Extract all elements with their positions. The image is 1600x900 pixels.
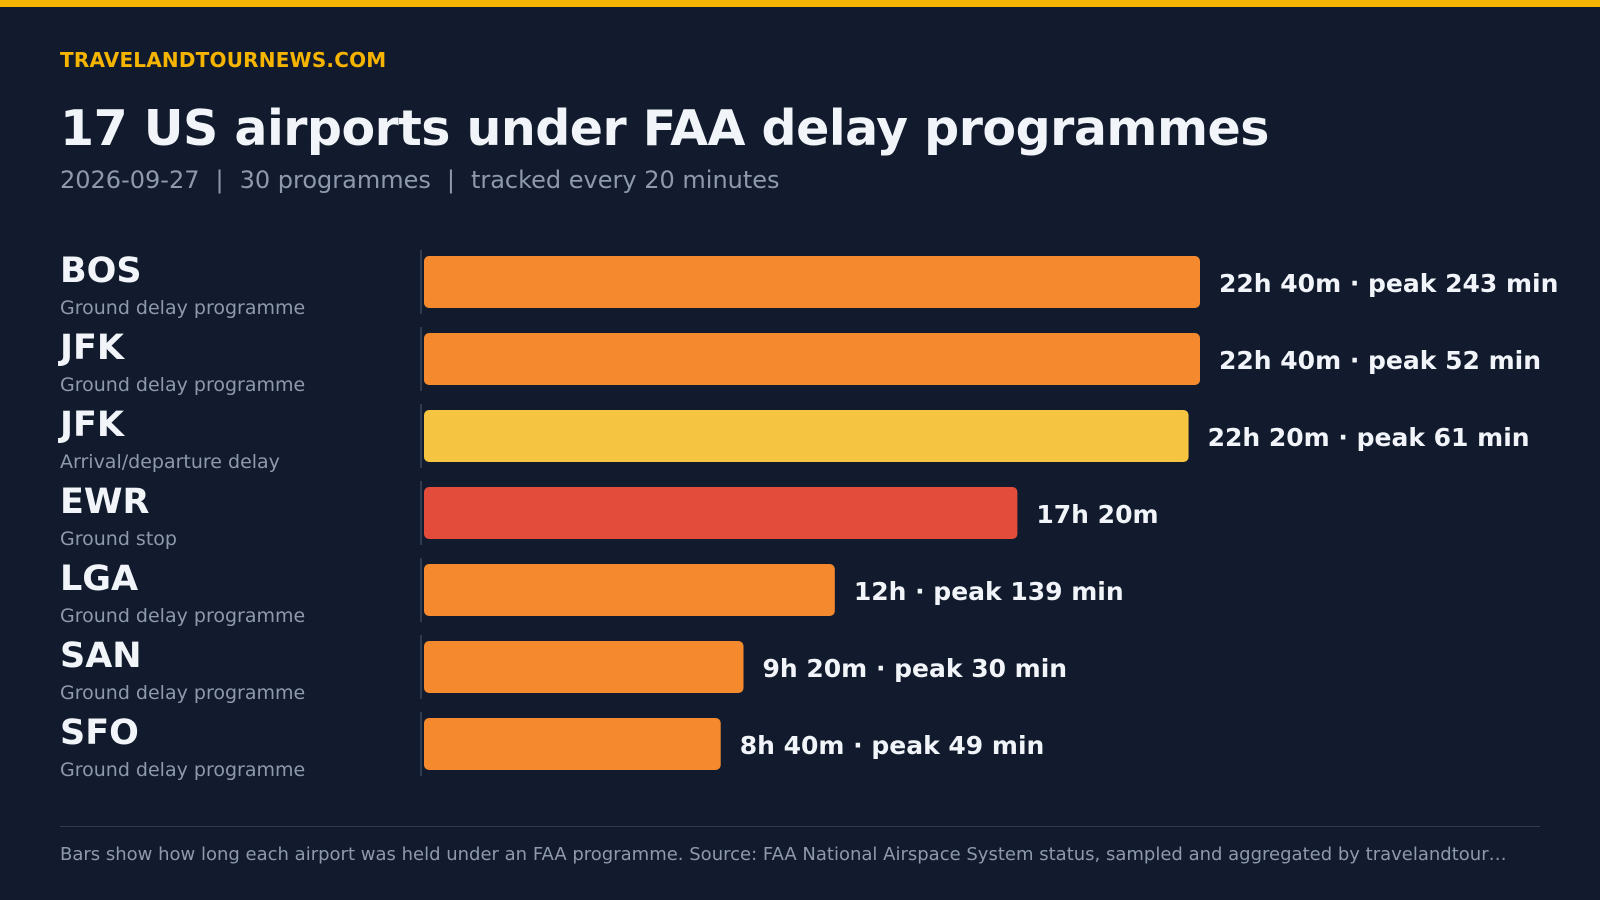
- bar-value-label: 9h 20m · peak 30 min: [763, 654, 1068, 683]
- duration-bar: [424, 256, 1200, 308]
- duration-bar: [424, 410, 1189, 462]
- bar-value-label: 22h 40m · peak 243 min: [1219, 269, 1558, 298]
- programme-type-label: Ground delay programme: [60, 682, 305, 704]
- airport-code-label: LGA: [60, 559, 138, 599]
- airport-code-label: JFK: [58, 328, 126, 368]
- programme-type-label: Ground delay programme: [60, 297, 305, 319]
- programme-type-label: Ground delay programme: [60, 605, 305, 627]
- airport-code-label: SAN: [60, 636, 142, 676]
- programme-type-label: Ground stop: [60, 528, 177, 550]
- duration-bar: [424, 641, 744, 693]
- subtitle-separator: |: [446, 166, 455, 194]
- programme-type-label: Ground delay programme: [60, 374, 305, 396]
- footer-divider: [60, 826, 1540, 827]
- bar-value-label: 8h 40m · peak 49 min: [740, 731, 1045, 760]
- duration-bar: [424, 333, 1200, 385]
- airport-code-label: SFO: [60, 713, 139, 753]
- programme-type-label: Arrival/departure delay: [60, 451, 280, 473]
- bar-value-label: 22h 40m · peak 52 min: [1219, 346, 1541, 375]
- airport-code-label: JFK: [58, 405, 126, 445]
- subtitle-date: 2026-09-27: [60, 166, 200, 194]
- source-footnote: Bars show how long each airport was held…: [60, 844, 1507, 865]
- bar-value-label: 12h · peak 139 min: [854, 577, 1124, 606]
- bar-value-label: 22h 20m · peak 61 min: [1208, 423, 1530, 452]
- programme-type-label: Ground delay programme: [60, 759, 305, 781]
- airport-code-label: BOS: [60, 251, 142, 291]
- accent-stripe: [0, 0, 1600, 7]
- airport-code-label: EWR: [60, 482, 150, 522]
- brand-label: TRAVELANDTOURNEWS.COM: [60, 48, 387, 72]
- chart-title: 17 US airports under FAA delay programme…: [60, 100, 1269, 157]
- subtitle-tracking: tracked every 20 minutes: [470, 166, 780, 194]
- subtitle-separator: |: [215, 166, 224, 194]
- duration-bar: [424, 564, 835, 616]
- subtitle-programmes: 30 programmes: [239, 166, 431, 194]
- bar-value-label: 17h 20m: [1036, 500, 1158, 529]
- duration-bar: [424, 487, 1018, 539]
- duration-bar: [424, 718, 721, 770]
- chart-subtitle: 2026-09-27 | 30 programmes | tracked every 2…: [60, 166, 780, 194]
